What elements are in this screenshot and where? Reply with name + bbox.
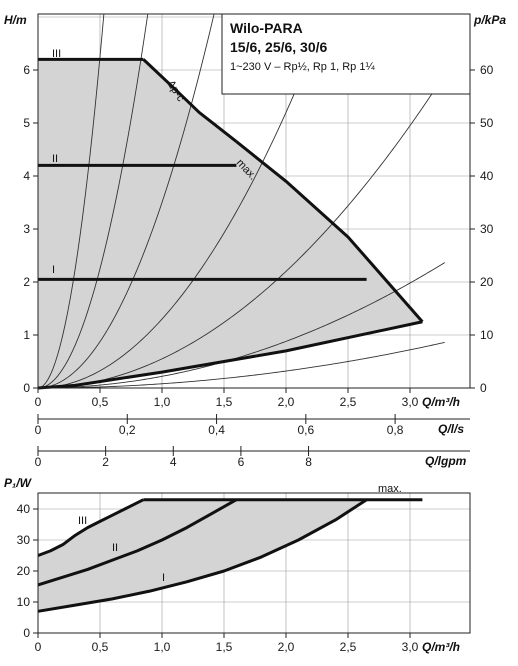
head-y-axis-label: H/m (4, 13, 27, 27)
x-tick-label: 0,5 (92, 395, 109, 409)
power-curve-III (37, 498, 145, 557)
chart-title: Wilo-PARA (230, 20, 303, 36)
power-curve-II (37, 498, 238, 587)
y-tick-label: 0 (23, 626, 30, 640)
curve-max. (235, 140, 424, 323)
y-tick-label: 10 (17, 595, 31, 609)
x-tick-label: 2,0 (278, 640, 295, 654)
y-right-tick-label: 30 (480, 222, 494, 236)
operating-range-envelope (38, 59, 423, 389)
secondary-tick-label: 0,8 (387, 423, 404, 437)
y-tick-label: 1 (23, 328, 30, 342)
x-tick-label: 0 (35, 640, 42, 654)
x-tick-label: 2,5 (340, 640, 357, 654)
power-ticks: 0 0,5 1,0 1,5 2,0 2,5 3,0 0 10 20 30 40 (17, 502, 419, 654)
y-right-tick-label: 0 (480, 381, 487, 395)
y-right-tick-label: 10 (480, 328, 494, 342)
chart-subtitle: 15/6, 25/6, 30/6 (230, 39, 328, 55)
system-curve (38, 14, 328, 388)
system-curve (38, 341, 445, 388)
x-tick-label: 1,5 (216, 640, 233, 654)
power-label-III: III (78, 515, 87, 527)
secondary-tick-label: 4 (170, 455, 177, 469)
y-tick-label: 3 (23, 222, 30, 236)
y-tick-label: 40 (17, 502, 31, 516)
y-tick-label: 30 (17, 533, 31, 547)
pressure-axis-label: p/kPa (473, 13, 506, 27)
power-plot-frame (37, 492, 471, 634)
secondary-tick-label: 0,4 (208, 423, 225, 437)
title-box: Wilo-PARA 15/6, 25/6, 30/6 1~230 V – Rp½… (221, 13, 471, 95)
system-curve (38, 262, 445, 388)
system-curves (38, 14, 446, 388)
secondary-axes: 0 0,2 0,4 0,6 0,8 0 2 4 6 8 Q/l/s Q/lgpm (35, 414, 470, 469)
x-tick-label: 1,0 (154, 395, 171, 409)
curve-label-I: I (52, 264, 55, 276)
y-tick-label: 5 (23, 116, 30, 130)
y-right-tick-label: 40 (480, 169, 494, 183)
y-tick-label: 2 (23, 275, 30, 289)
system-curve (38, 14, 215, 388)
flow-ls-axis-label: Q/l/s (438, 422, 464, 436)
chart-note: 1~230 V – Rp½, Rp 1, Rp 1¼ (230, 61, 375, 73)
power-label-II: II (112, 542, 118, 554)
secondary-tick-label: 0,2 (119, 423, 136, 437)
y-tick-label: 6 (23, 63, 30, 77)
curve-Δp-c (142, 58, 238, 143)
x-tick-label: 3,0 (402, 395, 419, 409)
secondary-tick-label: 6 (238, 455, 245, 469)
y-right-tick-label: 60 (480, 63, 494, 77)
y-tick-label: 4 (23, 169, 30, 183)
y-tick-label: 20 (17, 564, 31, 578)
secondary-tick-label: 0 (35, 455, 42, 469)
power-range-envelope (38, 499, 367, 612)
secondary-tick-label: 0,6 (297, 423, 314, 437)
x-tick-label: 0 (35, 395, 42, 409)
y-tick-label: 0 (23, 381, 30, 395)
flow-gpm-axis-label: Q/lgpm (425, 454, 467, 468)
secondary-tick-label: 8 (305, 455, 312, 469)
x-tick-label: 1,5 (216, 395, 233, 409)
flow-axis-label-top: Q/m³/h (422, 395, 460, 409)
power-label-I: I (162, 572, 165, 584)
system-curve (38, 14, 105, 388)
secondary-tick-label: 2 (102, 455, 109, 469)
system-curve (38, 14, 149, 388)
curve-label-III: III (52, 48, 61, 60)
secondary-tick-label: 0 (35, 423, 42, 437)
envelope-lower-boundary (37, 320, 423, 390)
flow-axis-label-bottom: Q/m³/h (422, 640, 460, 654)
y-right-tick-label: 20 (480, 275, 494, 289)
x-tick-label: 2,5 (340, 395, 357, 409)
power-label-max: max. (378, 483, 402, 495)
x-tick-label: 0,5 (92, 640, 109, 654)
x-tick-label: 2,0 (278, 395, 295, 409)
power-y-axis-label: P₁/W (4, 476, 33, 490)
y-right-tick-label: 50 (480, 116, 494, 130)
x-tick-label: 1,0 (154, 640, 171, 654)
power-curve-I (37, 498, 368, 613)
x-tick-label: 3,0 (402, 640, 419, 654)
curve-label-II: II (52, 153, 58, 165)
